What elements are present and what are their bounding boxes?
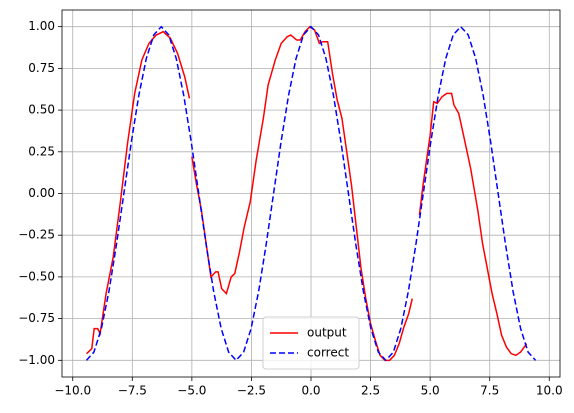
x-tick-label: −5.0 [177, 384, 206, 398]
legend-box [262, 316, 360, 370]
legend-label: correct [307, 346, 349, 360]
legend-label: output [307, 326, 347, 340]
x-tick-label: 7.5 [480, 384, 499, 398]
y-tick-label: −0.25 [18, 228, 55, 242]
y-tick-label: 0.00 [28, 186, 55, 200]
y-tick-label: −1.00 [18, 353, 55, 367]
y-tick-label: 0.75 [28, 61, 55, 75]
x-tick-label: −2.5 [237, 384, 266, 398]
x-tick-label: 5.0 [421, 384, 440, 398]
y-tick-label: −0.50 [18, 269, 55, 283]
axes-frame [61, 9, 561, 378]
x-tick-label: 2.5 [361, 384, 380, 398]
x-tick-label: −7.5 [118, 384, 147, 398]
y-tick-label: 1.00 [28, 19, 55, 33]
y-tick-label: 0.25 [28, 144, 55, 158]
x-tick-label: 0.0 [301, 384, 320, 398]
y-tick-label: −0.75 [18, 311, 55, 325]
x-tick-label: 10.0 [536, 384, 563, 398]
x-tick-label: −10.0 [54, 384, 91, 398]
data-line [85, 25, 537, 362]
legend: output correct [262, 316, 360, 370]
y-tick-label: 0.50 [28, 103, 55, 117]
